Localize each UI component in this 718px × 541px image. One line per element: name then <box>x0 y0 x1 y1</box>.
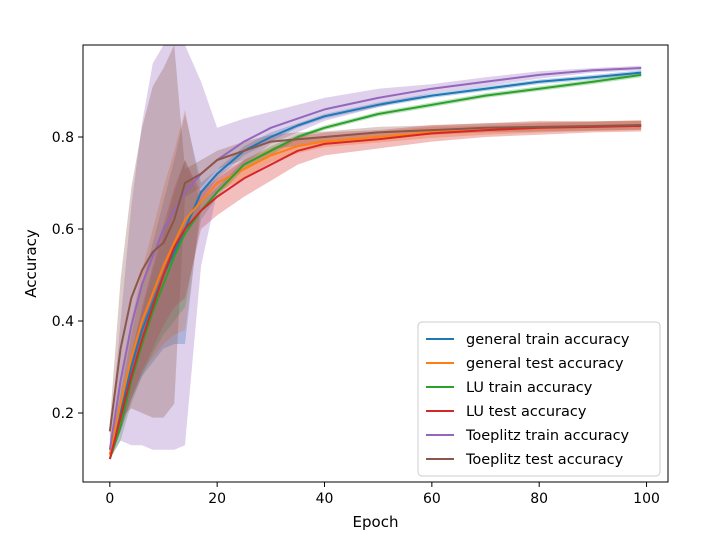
lu-train-accuracy-line <box>108 73 642 460</box>
toeplitz-test-accuracy-band <box>109 45 642 441</box>
toeplitz-train-accuracy-band <box>109 45 642 459</box>
general-train-accuracy-legend-label: general train accuracy <box>466 332 630 348</box>
y-axis-ticks: 0.2 0.4 0.6 0.8 <box>52 130 83 422</box>
x-tick-label: 80 <box>530 491 548 507</box>
toeplitz-train-accuracy-legend-label: Toeplitz train accuracy <box>465 428 630 444</box>
y-tick-label: 0.4 <box>52 314 74 330</box>
x-tick-label: 0 <box>105 491 114 507</box>
x-tick-label: 20 <box>208 491 226 507</box>
legend: general train accuracy general test accur… <box>417 321 661 477</box>
general-test-accuracy-legend-label: general test accuracy <box>466 356 624 372</box>
y-axis-label: Accuracy <box>22 229 40 298</box>
y-tick-label: 0.6 <box>52 222 74 238</box>
x-axis-label: Epoch <box>353 513 399 531</box>
x-tick-label: 40 <box>316 491 334 507</box>
y-tick-label: 0.8 <box>52 130 74 146</box>
series-lines <box>108 67 642 460</box>
legend-box <box>417 321 661 477</box>
lu-test-accuracy-line <box>108 124 642 460</box>
lu-test-accuracy-legend-label: LU test accuracy <box>466 404 587 420</box>
toeplitz-train-accuracy-line <box>108 67 642 450</box>
x-tick-label: 60 <box>423 491 441 507</box>
plot-frame <box>82 44 669 483</box>
lu-train-accuracy-legend-label: LU train accuracy <box>466 380 593 396</box>
toeplitz-test-accuracy-legend-label: Toeplitz test accuracy <box>465 452 624 468</box>
toeplitz-test-accuracy-line <box>108 124 642 432</box>
general-train-accuracy-line <box>108 71 642 455</box>
x-tick-label: 100 <box>633 491 660 507</box>
y-tick-label: 0.2 <box>52 406 74 422</box>
x-axis-ticks: 0 20 40 60 80 100 <box>105 482 660 507</box>
